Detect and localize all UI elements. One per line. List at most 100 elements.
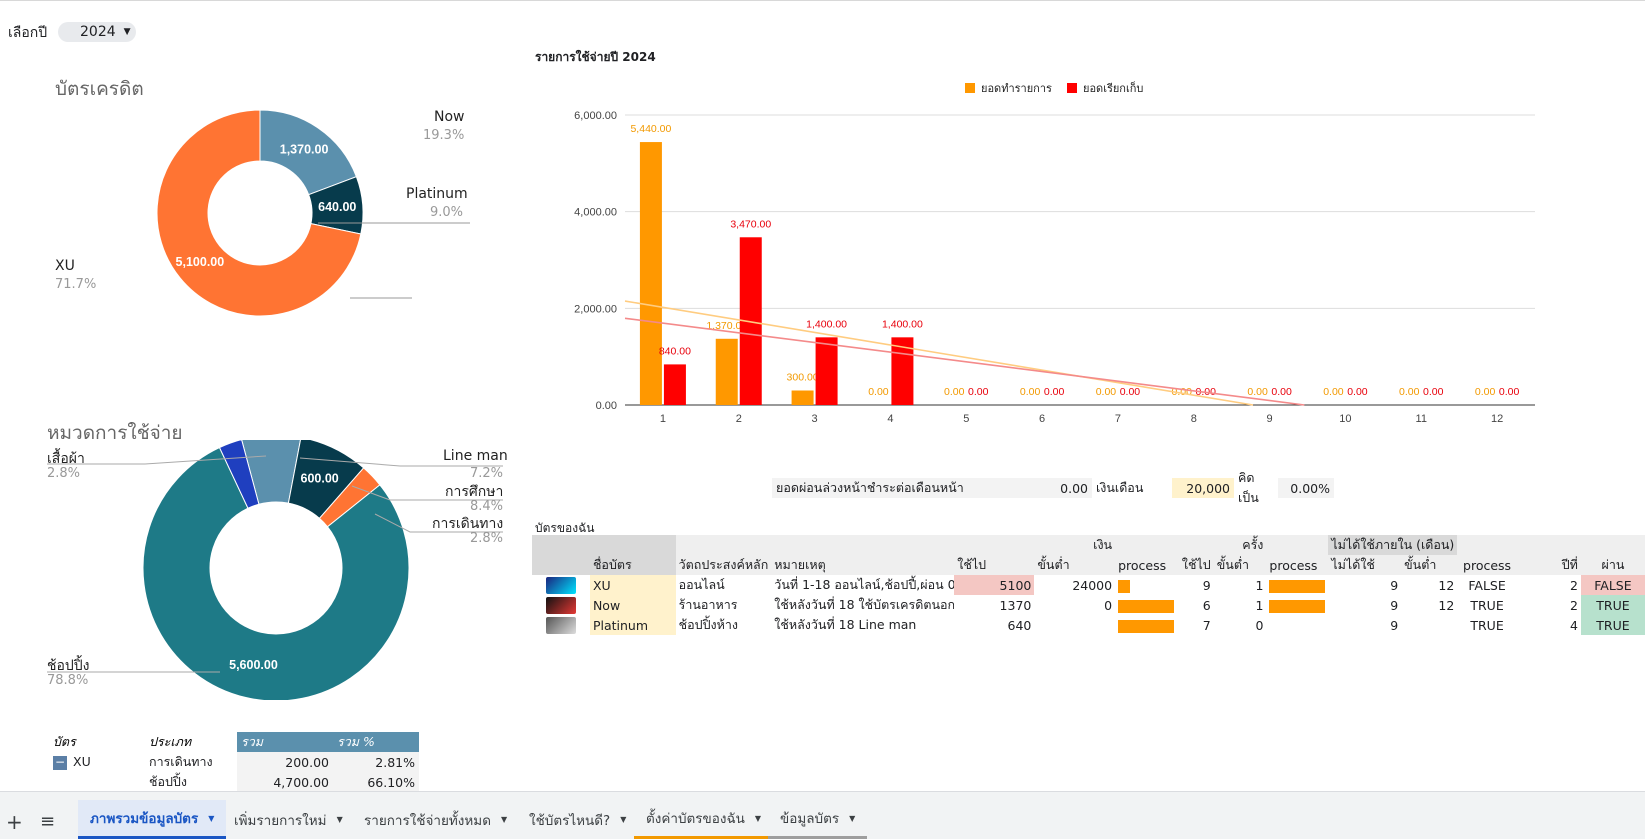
pivot-pct: 2.81% [333, 752, 419, 772]
pivot-col-card: บัตร [49, 732, 145, 752]
credit-pie-chart[interactable]: 1,370.00 640.00 5,100.00 [0, 95, 500, 335]
card-logo-cell [532, 575, 590, 595]
category-pie-chart[interactable]: 600.00 5,600.00 [0, 440, 510, 700]
credit-label-platinum: Platinum [406, 186, 468, 202]
ratio-value: 0.00% [1278, 478, 1334, 498]
pivot-type: การเดินทาง [149, 754, 213, 769]
card-process-times [1266, 575, 1328, 595]
card-name[interactable]: Platinum [589, 615, 676, 635]
x-tick-label: 4 [887, 413, 893, 425]
cards-group-header: เงิน ครั้ง ไม่ได้ใช้ภายใน (เดือน) [532, 535, 1645, 575]
card-row: Now ร้านอาหาร ใช้หลังวันที่ 18 ใช้บัตรเครด… [532, 595, 1645, 615]
col-min-times: ขั้นต่ำ [1213, 555, 1267, 575]
tab-dropdown-icon: ▼ [336, 815, 343, 824]
data-label: 1,400.00 [806, 318, 847, 330]
legend-swatch [1067, 83, 1077, 93]
salary-input[interactable]: 20,000 [1172, 478, 1234, 498]
card-logo-icon [545, 576, 576, 594]
tab-which-card[interactable]: ใช้บัตรไหนดี? ▼ [517, 800, 638, 839]
data-label: 0.00 [968, 386, 989, 398]
card-process-months: FALSE [1468, 577, 1506, 593]
tab-dropdown-icon: ▼ [754, 813, 762, 823]
category-slice[interactable] [142, 446, 410, 700]
year-select[interactable]: 2024 ▼ [58, 22, 136, 42]
cat-pct-clothes: 2.8% [47, 466, 81, 481]
card-used-times: 7 [1202, 617, 1211, 633]
col-min-months: ขั้นต่ำ [1401, 555, 1458, 575]
col-card-name: ชื่อบัตร [589, 555, 676, 575]
card-min: 24000 [1072, 577, 1113, 593]
trendline [624, 317, 1305, 406]
card-row: Platinum ช้อปปิ้งห้าง ใช้หลังวันที่ 18 Lin… [532, 615, 1645, 635]
add-sheet-icon[interactable]: + [6, 810, 23, 834]
legend-label[interactable]: ยอดเรียกเก็บ [1083, 81, 1143, 95]
data-label: 0.00 [1423, 386, 1444, 398]
category-slice[interactable] [241, 440, 301, 505]
col-process-months: process [1457, 555, 1517, 575]
category-value-label: 600.00 [301, 472, 339, 486]
data-label: 0.00 [1347, 386, 1368, 398]
tab-label: ใช้บัตรไหนดี? [529, 812, 611, 829]
data-label: 1,370.00 [706, 320, 747, 332]
card-unused: 9 [1390, 617, 1399, 633]
card-process-money [1115, 615, 1179, 635]
leader-line [374, 513, 503, 533]
card-name[interactable]: XU [589, 575, 676, 595]
x-tick-label: 7 [1115, 413, 1121, 425]
x-tick-label: 2 [736, 413, 742, 425]
pivot-row: ช้อปปิ้ง 4,700.00 66.10% [49, 772, 419, 792]
card-note: ใช้หลังวันที่ 18 Line man [774, 617, 917, 632]
bar-transaction[interactable] [791, 390, 814, 406]
credit-slice[interactable] [156, 109, 362, 317]
expense-bar-chart[interactable]: 0.00 2,000.00 4,000.00 6,000.00 ยอดทำรายการ ย… [560, 75, 1560, 435]
bar-billed[interactable] [815, 337, 838, 405]
leader-line [299, 457, 503, 467]
card-purpose: ออนไลน์ [678, 577, 725, 592]
y-tick-label: 0.00 [596, 400, 617, 412]
pivot-sum: 4,700.00 [237, 772, 333, 792]
col-pass: ผ่าน [1580, 555, 1645, 575]
pivot-pct: 66.10% [333, 772, 419, 792]
category-value-label: 5,600.00 [229, 658, 278, 672]
collapse-icon[interactable]: − [53, 755, 67, 770]
data-label: 0.00 [868, 386, 889, 398]
bar-transaction[interactable] [639, 142, 662, 406]
all-sheets-menu-icon[interactable]: ≡ [40, 811, 56, 832]
tab-card-info[interactable]: ข้อมูลบัตร ▼ [768, 800, 868, 839]
data-label: 300.00 [787, 372, 819, 384]
data-label: 0.00 [1475, 386, 1496, 398]
card-purpose: ร้านอาหาร [678, 597, 738, 612]
card-used: 640 [1007, 617, 1032, 633]
salary-label: เงินเดือน [1096, 480, 1144, 495]
col-purpose: วัตถประสงค์หลัก [675, 555, 772, 575]
pivot-table: บัตร ประเภท รวม รวม % − XU การเดินทาง 200… [49, 732, 419, 792]
credit-pie-title: บัตรเครดิต [55, 78, 144, 100]
card-name[interactable]: Now [589, 595, 676, 615]
card-used-times: 6 [1202, 597, 1211, 613]
card-used: 5100 [954, 575, 1035, 595]
card-row: XU ออนไลน์ วันที่ 1-18 ออนไลน์,ช้อปปี้,ผ่อ… [532, 575, 1645, 595]
tab-card-settings[interactable]: ตั้งค่าบัตรของฉัน ▼ [634, 800, 774, 839]
col-note: หมายเหตุ [771, 555, 955, 575]
bar-transaction[interactable] [715, 338, 738, 405]
category-slice[interactable] [218, 440, 260, 509]
card-used-times: 9 [1202, 577, 1211, 593]
tab-add-new[interactable]: เพิ่มรายการใหม่ ▼ [222, 800, 355, 839]
card-min-months: 12 [1438, 597, 1455, 613]
legend-label[interactable]: ยอดทำรายการ [981, 83, 1052, 95]
trendline [624, 300, 1254, 406]
card-process-money [1115, 575, 1179, 595]
header-blank-2 [589, 535, 676, 555]
card-min-times: 1 [1255, 577, 1264, 593]
card-logo-cell [532, 595, 590, 615]
pivot-sum: 200.00 [237, 752, 333, 772]
process-bar [1118, 599, 1175, 613]
card-pass: TRUE [1580, 595, 1645, 615]
year-label: เลือกปี [8, 25, 48, 41]
x-tick-label: 8 [1191, 413, 1197, 425]
tab-dropdown-icon: ▼ [620, 815, 627, 824]
bar-billed[interactable] [663, 364, 686, 405]
tab-overview[interactable]: ภาพรวมข้อมูลบัตร ▼ [78, 800, 227, 839]
tab-all-expenses[interactable]: รายการใช้จ่ายทั้งหมด ▼ [352, 800, 519, 839]
credit-value-label: 1,370.00 [280, 142, 329, 156]
